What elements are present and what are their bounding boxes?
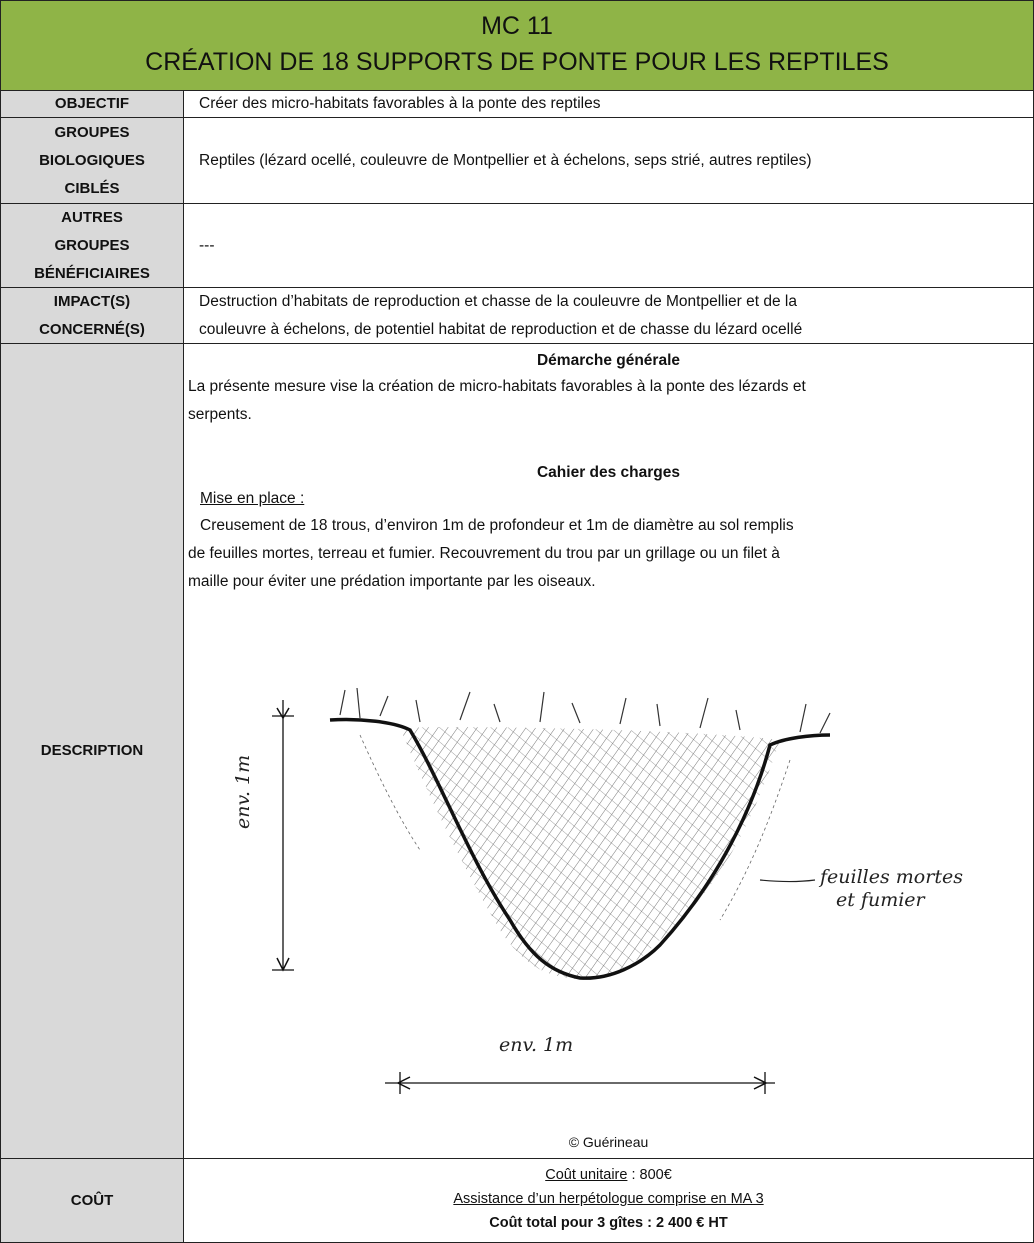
heading: Démarche générale: [536, 352, 681, 369]
text-line: ---: [199, 236, 215, 254]
label-line: CIBLÉS: [64, 179, 120, 197]
code: MC 11: [481, 12, 553, 40]
sketch-drawing: [272, 687, 831, 1094]
text-line: maille pour éviter une prédation importa…: [188, 573, 596, 590]
cost-assistance: Assistance d’un herpétologue comprise en…: [453, 1191, 764, 1207]
label-line: BÉNÉFICIAIRES: [34, 264, 150, 282]
text: ---: [183, 203, 1034, 288]
text-line: La présente mesure vise la création de m…: [188, 378, 806, 395]
credit: © Guérineau: [568, 1134, 649, 1150]
label-line: DESCRIPTION: [40, 742, 144, 759]
text: Créer des micro-habitats favorables à la…: [183, 90, 1034, 118]
sketch-fill-label: feuilles mortes: [820, 866, 963, 888]
label-line: GROUPES: [54, 236, 130, 254]
label: IMPACT(S) CONCERNÉ(S): [0, 287, 184, 344]
label-line: BIOLOGIQUES: [39, 151, 145, 169]
label-line: AUTRES: [61, 208, 123, 226]
text-line: Destruction d’habitats de reproduction e…: [199, 292, 797, 310]
cost-total: Coût total pour 3 gîtes : 2 400 € HT: [489, 1215, 728, 1231]
cost-unit-label: Coût unitaire: [545, 1167, 628, 1183]
text-line: Créer des micro-habitats favorables à la…: [199, 95, 601, 112]
label-line: CONCERNÉ(S): [39, 320, 145, 338]
label-line: IMPACT(S): [53, 292, 131, 310]
description: Démarche générale La présente mesure vis…: [183, 343, 1034, 1159]
subheading: Mise en place :: [200, 490, 305, 507]
text-line: Reptiles (lézard ocellé, couleuvre de Mo…: [199, 151, 812, 169]
sketch-depth-label: env. 1m: [232, 754, 254, 829]
label: AUTRES GROUPES BÉNÉFICIAIRES: [0, 203, 184, 288]
label: GROUPES BIOLOGIQUES CIBLÉS: [0, 117, 184, 204]
sketch-fill-label: et fumier: [836, 889, 925, 911]
cost-unit-value: : 800€: [627, 1167, 672, 1183]
label-line: GROUPES: [54, 123, 130, 141]
header: MC 11 CRÉATION DE 18 SUPPORTS DE PONTE P…: [0, 0, 1034, 91]
text-line: serpents.: [188, 406, 252, 423]
text-line: couleuvre à échelons, de potentiel habit…: [199, 320, 803, 338]
cost: Coût unitaire : 800€ Assistance d’un her…: [183, 1158, 1034, 1243]
text-line: de feuilles mortes, terreau et fumier. R…: [188, 545, 780, 562]
text-line: Creusement de 18 trous, d’environ 1m de …: [200, 517, 794, 534]
sketch-width-label: env. 1m: [499, 1034, 574, 1056]
label: COÛT: [0, 1158, 184, 1243]
label: DESCRIPTION: [0, 343, 184, 1159]
heading: Cahier des charges: [536, 464, 680, 481]
cost-unit: Coût unitaire : 800€: [184, 1163, 1033, 1187]
label-line: OBJECTIF: [54, 95, 130, 112]
sketch: [272, 687, 831, 1094]
title: CRÉATION DE 18 SUPPORTS DE PONTE POUR LE…: [145, 48, 889, 76]
text: Reptiles (lézard ocellé, couleuvre de Mo…: [183, 117, 1034, 204]
label-line: COÛT: [70, 1191, 114, 1209]
text: Destruction d’habitats de reproduction e…: [183, 287, 1034, 344]
label: OBJECTIF: [0, 90, 184, 118]
